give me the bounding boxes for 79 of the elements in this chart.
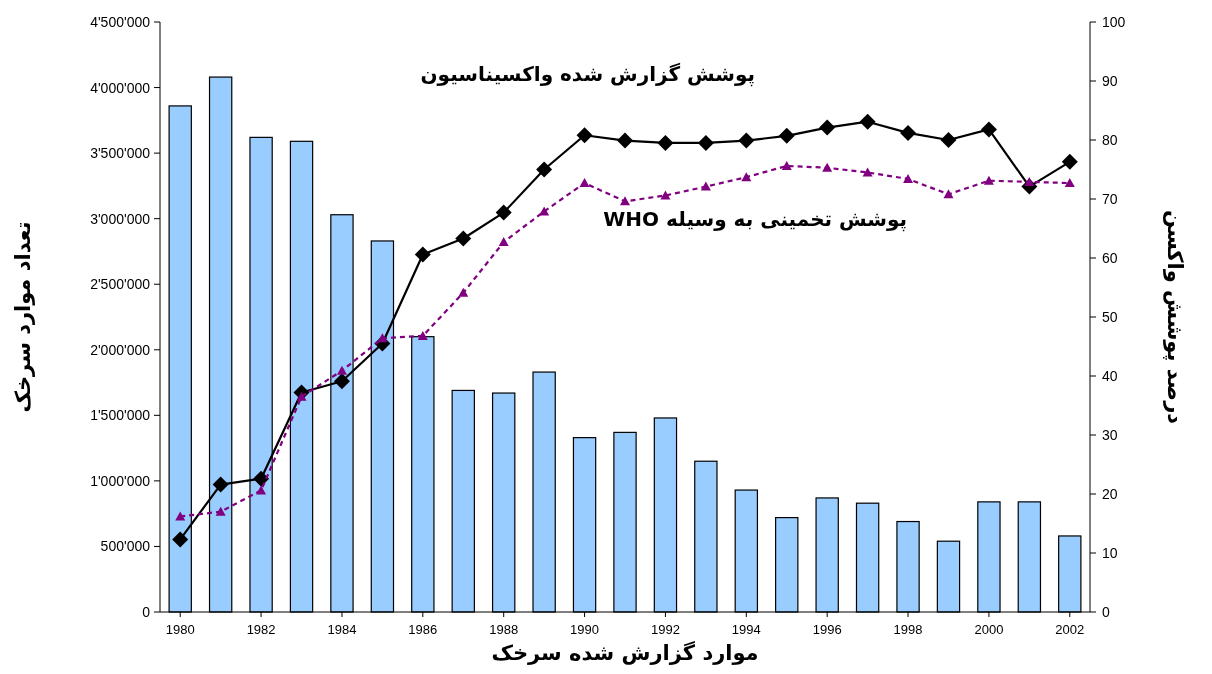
point xyxy=(617,132,633,149)
point xyxy=(778,127,795,144)
x-tick-label: 1996 xyxy=(812,622,842,637)
x-tick-label: 1982 xyxy=(246,622,276,637)
point xyxy=(1064,178,1075,188)
series-label: پوشش تخمینی به وسیله WHO xyxy=(603,206,908,232)
point xyxy=(862,167,873,177)
point xyxy=(980,121,997,138)
point xyxy=(657,134,674,151)
y2-axis-title: درصد پوشش واکسن xyxy=(1163,209,1187,425)
point xyxy=(983,175,994,185)
point xyxy=(212,476,229,493)
y2-tick-label: 0 xyxy=(1102,604,1110,620)
point xyxy=(697,134,714,151)
point xyxy=(1061,153,1078,170)
x-tick-label: 1998 xyxy=(893,622,923,637)
y2-tick-label: 30 xyxy=(1102,427,1118,443)
y2-tick-label: 90 xyxy=(1102,73,1118,89)
point xyxy=(943,189,954,199)
point xyxy=(579,178,590,188)
point xyxy=(414,246,431,263)
point xyxy=(738,132,755,149)
point xyxy=(539,206,550,216)
point xyxy=(333,373,350,390)
point xyxy=(859,113,876,130)
y-tick-label: 3'000'000 xyxy=(90,210,151,227)
point xyxy=(900,124,917,141)
y-tick-label: 3'500'000 xyxy=(90,145,151,162)
x-tick-label: 1990 xyxy=(570,622,600,637)
y-axis-title: تعداد موارد سرخک xyxy=(11,221,35,413)
y2-tick-label: 100 xyxy=(1102,14,1126,30)
y2-tick-label: 10 xyxy=(1102,545,1118,561)
point xyxy=(172,531,189,548)
y-tick-label: 4'500'000 xyxy=(90,14,151,30)
x-tick-label: 2002 xyxy=(1055,622,1085,637)
y-tick-label: 0 xyxy=(142,604,151,620)
point xyxy=(455,230,472,247)
point xyxy=(256,485,267,495)
y-tick-label: 2'500'000 xyxy=(90,276,151,293)
x-tick-label: 1984 xyxy=(327,622,357,637)
point xyxy=(781,160,792,170)
y2-tick-label: 50 xyxy=(1102,309,1118,325)
point xyxy=(903,173,914,183)
x-tick-label: 1988 xyxy=(489,622,519,637)
y-tick-label: 500'000 xyxy=(100,538,151,555)
y-tick-label: 4'000'000 xyxy=(90,79,151,96)
y2-tick-label: 20 xyxy=(1102,486,1118,502)
point xyxy=(620,196,630,206)
point xyxy=(819,119,836,136)
point xyxy=(940,132,957,148)
y-tick-label: 1'500'000 xyxy=(90,407,151,424)
point xyxy=(536,161,553,178)
x-tick-label: 2000 xyxy=(974,622,1004,637)
point xyxy=(741,172,752,182)
x-axis-title: موارد گزارش شده سرخک xyxy=(491,640,759,665)
point xyxy=(377,333,388,343)
point xyxy=(822,162,833,172)
text: پوشش گزارش شده واکسیناسیون xyxy=(420,62,756,87)
y2-tick-label: 80 xyxy=(1102,132,1118,148)
x-tick-label: 1986 xyxy=(408,622,438,637)
point xyxy=(175,511,186,521)
point xyxy=(253,470,270,487)
point xyxy=(417,330,428,340)
y2-tick-label: 70 xyxy=(1102,191,1118,207)
y2-tick-label: 40 xyxy=(1102,368,1118,384)
point xyxy=(215,506,226,516)
point xyxy=(495,204,512,221)
point xyxy=(336,365,347,375)
point xyxy=(700,181,711,191)
y-tick-label: 1'000'000 xyxy=(90,472,151,489)
point xyxy=(576,127,593,144)
x-tick-label: 1980 xyxy=(165,622,195,637)
x-tick-label: 1992 xyxy=(650,622,680,637)
x-tick-label: 1994 xyxy=(731,622,761,637)
point xyxy=(498,237,509,247)
y-tick-label: 2'000'000 xyxy=(90,341,151,358)
y2-tick-label: 60 xyxy=(1102,250,1118,266)
point xyxy=(1024,176,1035,186)
point xyxy=(458,287,469,297)
